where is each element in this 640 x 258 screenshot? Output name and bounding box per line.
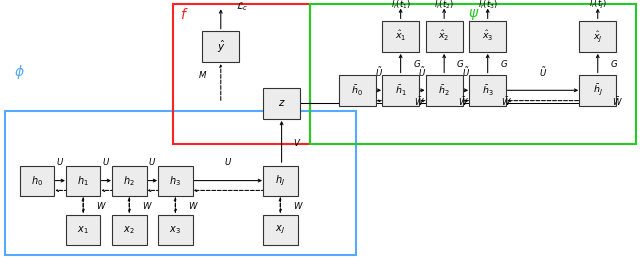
FancyBboxPatch shape [202, 31, 239, 62]
Text: $\bar{h}_0$: $\bar{h}_0$ [351, 83, 363, 98]
FancyBboxPatch shape [158, 215, 193, 245]
Text: $\bar{W}$: $\bar{W}$ [612, 95, 622, 108]
Text: $\hat{x}_3$: $\hat{x}_3$ [482, 29, 493, 43]
Text: $W$: $W$ [142, 200, 152, 211]
Text: $U$: $U$ [56, 156, 64, 167]
FancyBboxPatch shape [112, 215, 147, 245]
Text: $\bar{W}$: $\bar{W}$ [502, 95, 512, 108]
FancyBboxPatch shape [426, 21, 463, 52]
Text: $\hat{x}_J$: $\hat{x}_J$ [593, 29, 603, 44]
Text: $l_r(t_1)$: $l_r(t_1)$ [390, 0, 411, 11]
Text: $x_J$: $x_J$ [275, 223, 285, 236]
FancyBboxPatch shape [263, 215, 298, 245]
Text: $h_1$: $h_1$ [77, 174, 89, 188]
Text: $G$: $G$ [456, 58, 464, 69]
Bar [173, 4, 310, 144]
Text: $\psi$: $\psi$ [468, 7, 479, 22]
Text: $U$: $U$ [224, 156, 232, 167]
Text: $\tilde{U}$: $\tilde{U}$ [539, 65, 547, 79]
Text: $x_1$: $x_1$ [77, 224, 89, 236]
Text: $U$: $U$ [148, 156, 156, 167]
Text: $\bar{W}$: $\bar{W}$ [415, 95, 425, 108]
Text: $W$: $W$ [293, 200, 303, 211]
Text: $\hat{x}_1$: $\hat{x}_1$ [395, 29, 406, 43]
Text: $h_2$: $h_2$ [124, 174, 135, 188]
FancyBboxPatch shape [20, 166, 54, 196]
Text: $x_3$: $x_3$ [170, 224, 181, 236]
FancyBboxPatch shape [263, 166, 298, 196]
Text: $\tilde{U}$: $\tilde{U}$ [462, 65, 470, 79]
Text: $l_r(t_2)$: $l_r(t_2)$ [434, 0, 454, 11]
FancyBboxPatch shape [66, 215, 100, 245]
Text: $\mathcal{L}_c$: $\mathcal{L}_c$ [236, 0, 248, 13]
Text: $h_J$: $h_J$ [275, 173, 285, 188]
Text: $f$: $f$ [180, 7, 189, 22]
Bar [310, 4, 636, 144]
Text: $U$: $U$ [102, 156, 110, 167]
FancyBboxPatch shape [66, 166, 100, 196]
FancyBboxPatch shape [469, 21, 506, 52]
Text: $\tilde{U}$: $\tilde{U}$ [419, 65, 426, 79]
FancyBboxPatch shape [382, 21, 419, 52]
Text: $\bar{h}_2$: $\bar{h}_2$ [438, 83, 450, 98]
FancyBboxPatch shape [426, 75, 463, 106]
Text: $\hat{y}$: $\hat{y}$ [216, 38, 225, 55]
FancyBboxPatch shape [469, 75, 506, 106]
Text: $\phi$: $\phi$ [14, 63, 25, 81]
Text: $h_3$: $h_3$ [170, 174, 181, 188]
Text: $V$: $V$ [293, 137, 302, 148]
FancyBboxPatch shape [579, 75, 616, 106]
Bar [5, 111, 356, 255]
Text: $G$: $G$ [413, 58, 420, 69]
Text: $\bar{h}_1$: $\bar{h}_1$ [395, 83, 406, 98]
FancyBboxPatch shape [158, 166, 193, 196]
FancyBboxPatch shape [112, 166, 147, 196]
FancyBboxPatch shape [579, 21, 616, 52]
Text: $\bar{h}_J$: $\bar{h}_J$ [593, 83, 603, 98]
Text: $l_r(t_J)$: $l_r(t_J)$ [589, 0, 607, 11]
Text: $z$: $z$ [278, 98, 285, 108]
Text: $l_r(t_3)$: $l_r(t_3)$ [477, 0, 498, 11]
Text: $G$: $G$ [610, 58, 618, 69]
FancyBboxPatch shape [382, 75, 419, 106]
FancyBboxPatch shape [263, 88, 300, 119]
FancyBboxPatch shape [339, 75, 376, 106]
Text: $G$: $G$ [500, 58, 508, 69]
Text: $h_0$: $h_0$ [31, 174, 43, 188]
Text: $x_2$: $x_2$ [124, 224, 135, 236]
Text: $\hat{x}_2$: $\hat{x}_2$ [438, 29, 450, 43]
Text: $\tilde{U}$: $\tilde{U}$ [375, 65, 383, 79]
Text: $M$: $M$ [198, 69, 207, 80]
Text: $W$: $W$ [188, 200, 198, 211]
Text: $\bar{h}_3$: $\bar{h}_3$ [482, 83, 493, 98]
Text: $\bar{W}$: $\bar{W}$ [458, 95, 468, 108]
Text: $W$: $W$ [96, 200, 106, 211]
